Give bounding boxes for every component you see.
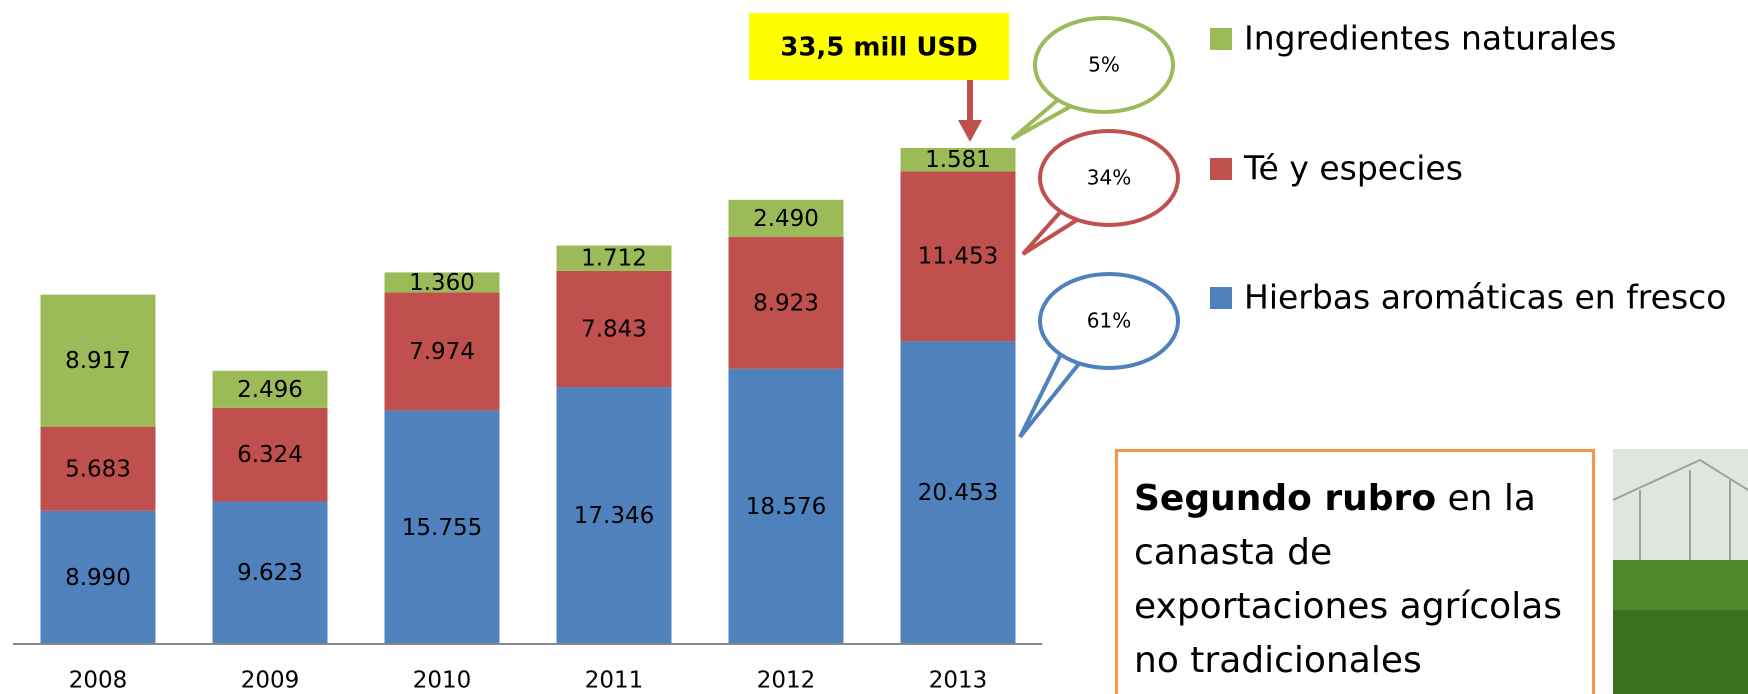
x-tick-label: 2012 xyxy=(757,668,816,694)
share-label: 61% xyxy=(1087,309,1131,333)
value-label: 8.923 xyxy=(753,290,819,316)
value-label: 7.974 xyxy=(409,339,475,365)
bar-segment xyxy=(728,199,844,237)
photo xyxy=(1612,449,1748,694)
bar-segment xyxy=(900,148,1016,172)
bar-segment xyxy=(556,387,672,644)
bar-segment xyxy=(384,410,500,644)
value-label: 8.917 xyxy=(65,348,131,374)
value-label: 20.453 xyxy=(918,480,998,506)
note-text: en la canasta de exportaciones agrícolas… xyxy=(1134,478,1563,681)
value-label: 17.346 xyxy=(574,503,654,529)
x-tick-label: 2011 xyxy=(585,668,644,694)
note-bold: Segundo rubro xyxy=(1134,478,1437,519)
x-tick-label: 2013 xyxy=(929,668,988,694)
bar-segment xyxy=(212,370,328,408)
bar-segment xyxy=(556,245,672,271)
bar-segment xyxy=(40,294,156,427)
value-label: 6.324 xyxy=(237,442,303,468)
callout xyxy=(1038,272,1180,370)
value-label: 11.453 xyxy=(918,244,998,270)
callout-tail xyxy=(1021,208,1082,256)
bar-segment xyxy=(900,171,1016,342)
callout-tail xyxy=(1018,351,1084,439)
callout xyxy=(1033,16,1175,114)
bar-segment xyxy=(384,272,500,293)
bar-segment xyxy=(556,270,672,388)
arrow-head xyxy=(958,120,982,142)
value-label: 1.712 xyxy=(581,246,647,272)
callout-tail xyxy=(1010,96,1076,141)
x-tick-label: 2009 xyxy=(241,668,300,694)
bar-segment xyxy=(212,407,328,502)
bar-segment xyxy=(40,426,156,511)
share-label: 5% xyxy=(1088,53,1120,77)
value-label: 9.623 xyxy=(237,560,303,586)
value-label: 2.490 xyxy=(753,206,819,232)
bar-segment xyxy=(900,341,1016,644)
callout xyxy=(1038,129,1180,227)
legend-swatch xyxy=(1210,158,1232,180)
note-box: Segundo rubro en la canasta de exportaci… xyxy=(1115,449,1595,694)
value-label: 18.576 xyxy=(746,494,826,520)
legend-swatch xyxy=(1210,287,1232,309)
total-label: 33,5 mill USD xyxy=(780,33,978,63)
x-tick-label: 2010 xyxy=(413,668,472,694)
legend-swatch xyxy=(1210,28,1232,50)
value-label: 1.581 xyxy=(925,147,991,173)
legend-label: Té y especies xyxy=(1243,149,1463,188)
bar-segment xyxy=(384,292,500,411)
value-label: 7.843 xyxy=(581,316,647,342)
value-label: 2.496 xyxy=(237,377,303,403)
value-label: 8.990 xyxy=(65,565,131,591)
bar-segment xyxy=(728,368,844,644)
legend-label: Ingredientes naturales xyxy=(1244,19,1616,58)
bar-segment xyxy=(40,510,156,644)
share-label: 34% xyxy=(1087,166,1131,190)
value-label: 5.683 xyxy=(65,456,131,482)
bar-segment xyxy=(728,236,844,369)
bar-segment xyxy=(212,501,328,644)
value-label: 1.360 xyxy=(409,270,475,296)
x-tick-label: 2008 xyxy=(69,668,128,694)
value-label: 15.755 xyxy=(402,515,482,541)
legend-label: Hierbas aromáticas en fresco xyxy=(1244,278,1726,317)
total-box xyxy=(749,13,1009,80)
